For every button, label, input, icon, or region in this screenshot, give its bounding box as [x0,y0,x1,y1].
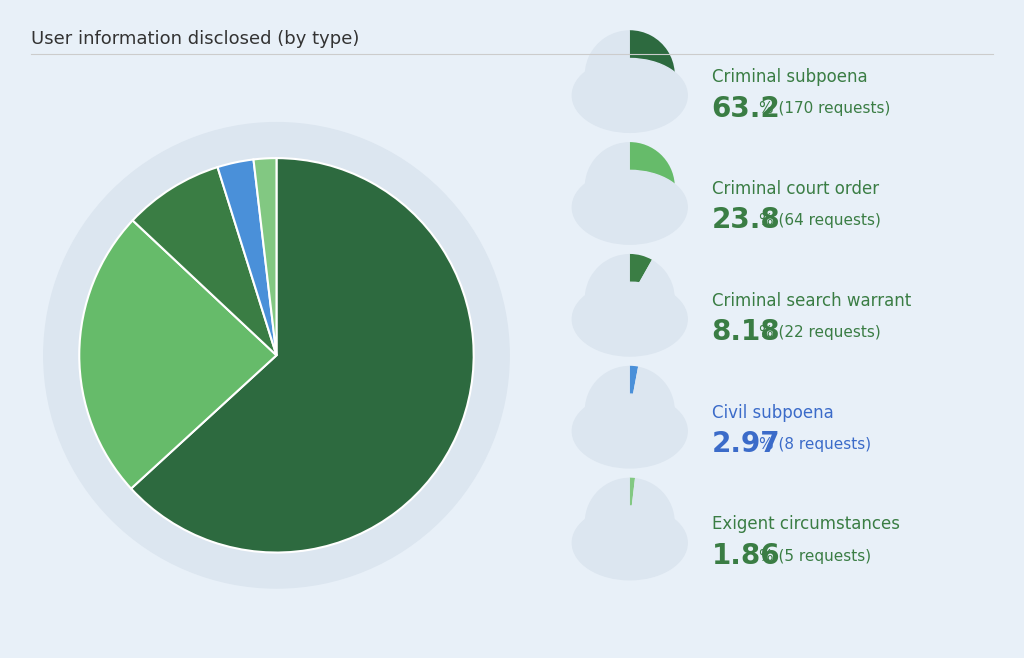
Text: User information disclosed (by type): User information disclosed (by type) [31,30,359,47]
Text: 23.8: 23.8 [712,207,780,234]
Wedge shape [630,254,652,299]
Wedge shape [585,254,675,344]
Wedge shape [585,142,675,232]
Wedge shape [131,158,474,553]
Wedge shape [133,167,276,355]
Text: 8.18: 8.18 [712,318,780,346]
Wedge shape [585,366,675,456]
Text: 1.86: 1.86 [712,542,780,570]
Text: Exigent circumstances: Exigent circumstances [712,515,900,534]
Wedge shape [217,159,276,355]
Wedge shape [585,478,675,568]
Text: % (5 requests): % (5 requests) [759,549,870,563]
Wedge shape [630,142,675,187]
Text: % (170 requests): % (170 requests) [759,101,890,116]
Wedge shape [597,30,675,120]
Text: Criminal subpoena: Criminal subpoena [712,68,867,86]
Wedge shape [79,220,276,488]
Circle shape [44,122,509,588]
Wedge shape [585,30,630,106]
Text: Criminal court order: Criminal court order [712,180,879,198]
Text: 2.97: 2.97 [712,430,780,458]
Text: Civil subpoena: Civil subpoena [712,403,834,422]
Text: % (64 requests): % (64 requests) [759,213,881,228]
Text: 63.2: 63.2 [712,95,780,122]
Text: % (22 requests): % (22 requests) [759,325,881,340]
Text: % (8 requests): % (8 requests) [759,437,870,451]
Wedge shape [630,478,635,522]
Wedge shape [630,366,638,411]
Wedge shape [254,158,276,355]
Text: Criminal search warrant: Criminal search warrant [712,291,911,310]
